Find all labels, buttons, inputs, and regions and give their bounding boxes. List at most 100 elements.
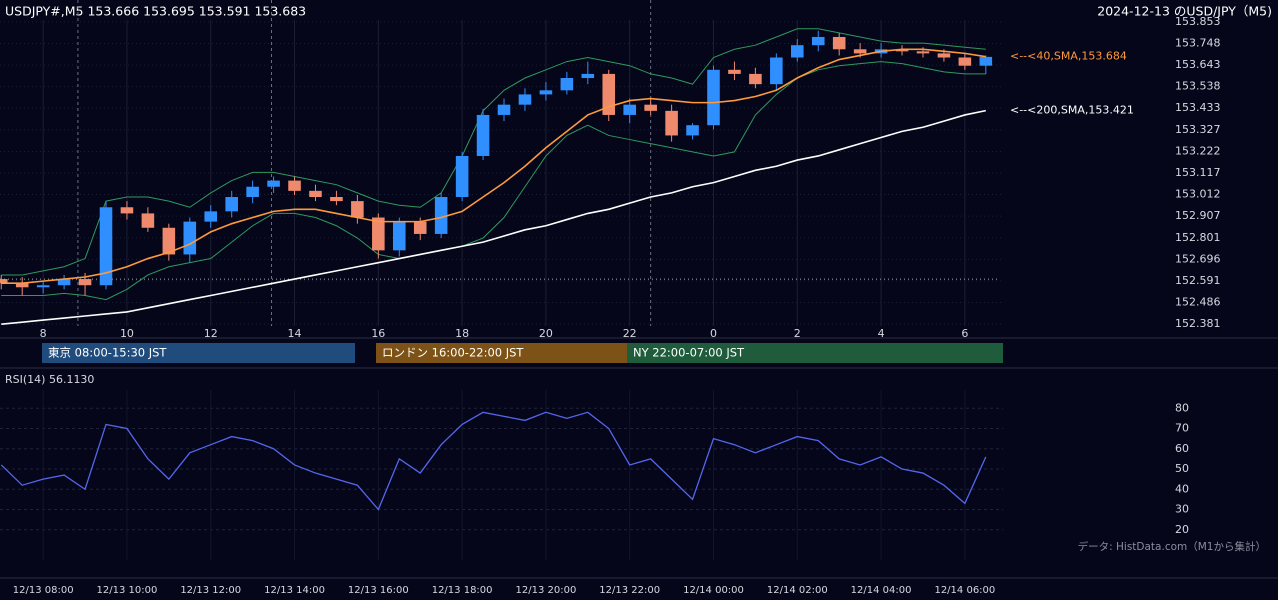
y-tick-label: 30: [1175, 503, 1189, 516]
candle-body: [916, 51, 930, 54]
bollinger-lower: [1, 61, 986, 301]
session-bar: [376, 343, 627, 363]
candle-body: [392, 221, 406, 251]
candle-body: [979, 56, 993, 66]
candle-body: [602, 73, 616, 115]
y-tick-label: 40: [1175, 482, 1189, 495]
candle-body: [811, 36, 825, 46]
x-tick-label: 14: [288, 327, 302, 340]
candle-body: [309, 190, 322, 198]
candle-body: [895, 49, 909, 52]
sma-label: <--<200,SMA,153.421: [1010, 104, 1134, 117]
y-tick-label: 60: [1175, 442, 1189, 455]
chart-title: USDJPY#,M5 153.666 153.695 153.591 153.6…: [5, 4, 306, 19]
y-tick-label: 152.801: [1175, 231, 1221, 244]
y-tick-label: 153.643: [1175, 58, 1221, 71]
x-tick-label: 12/13 14:00: [264, 585, 325, 596]
x-tick-label: 16: [371, 327, 385, 340]
candle-body: [707, 69, 720, 126]
x-tick-label: 12/13 10:00: [97, 585, 158, 596]
x-tick-label: 12/14 02:00: [767, 585, 828, 596]
x-tick-label: 4: [878, 327, 885, 340]
x-tick-label: 20: [539, 327, 553, 340]
y-tick-label: 153.433: [1175, 101, 1221, 114]
candle-body: [330, 197, 343, 202]
candle-body: [937, 53, 951, 58]
bollinger-upper: [1, 28, 986, 276]
x-tick-label: 12/13 08:00: [13, 585, 74, 596]
x-tick-label: 22: [623, 327, 637, 340]
candle-body: [958, 57, 972, 66]
y-tick-label: 153.327: [1175, 123, 1221, 136]
candle-body: [351, 201, 364, 218]
x-tick-label: 10: [120, 327, 134, 340]
candle-body: [15, 283, 29, 288]
x-tick-label: 8: [40, 327, 47, 340]
chart-subtitle: 2024-12-13 のUSD/JPY（M5): [1097, 4, 1272, 19]
x-tick-label: 12/14 00:00: [683, 585, 744, 596]
candle-body: [560, 78, 574, 91]
source-note: データ: HistData.com（M1から集計）: [1078, 540, 1266, 553]
candle-body: [162, 227, 176, 255]
x-tick-label: 12/13 20:00: [515, 585, 576, 596]
candle-body: [36, 285, 50, 288]
candle-body: [413, 221, 427, 234]
candle-body: [853, 49, 867, 54]
y-tick-label: 153.117: [1175, 166, 1221, 179]
candle-body: [623, 104, 636, 115]
candle-body: [246, 186, 259, 198]
candle-body: [791, 45, 804, 58]
candle-body: [686, 125, 699, 136]
session-label: NY 22:00-07:00 JST: [633, 346, 745, 360]
y-tick-label: 153.222: [1175, 144, 1221, 157]
candle-body: [57, 279, 71, 286]
candle-body: [665, 110, 678, 136]
candle-body: [225, 197, 238, 212]
y-tick-label: 152.591: [1175, 274, 1221, 287]
y-tick-label: 153.748: [1175, 37, 1221, 50]
candle-body: [455, 155, 469, 198]
candle-body: [434, 197, 448, 234]
candle-body: [120, 207, 134, 214]
candle-body: [476, 114, 490, 156]
candle-body: [539, 90, 553, 95]
x-tick-label: 2: [794, 327, 801, 340]
x-tick-label: 0: [710, 327, 717, 340]
candle-body: [204, 211, 218, 222]
candle-body: [518, 94, 532, 105]
y-tick-label: 153.538: [1175, 80, 1221, 93]
x-tick-label: 12/13 12:00: [180, 585, 241, 596]
rsi-title: RSI(14) 56.1130: [5, 373, 94, 386]
x-tick-label: 12/13 18:00: [432, 585, 493, 596]
candle-body: [99, 207, 113, 286]
candle-body: [183, 221, 197, 255]
session-bar: [42, 343, 355, 363]
y-tick-label: 153.853: [1175, 15, 1221, 28]
x-tick-label: 12: [204, 327, 218, 340]
x-tick-label: 12/14 06:00: [934, 585, 995, 596]
session-label: ロンドン 16:00-22:00 JST: [382, 346, 524, 360]
candle-body: [749, 73, 762, 85]
candle-body: [728, 69, 741, 74]
candle-body: [0, 279, 8, 284]
candle-body: [141, 213, 155, 228]
candle-body: [372, 217, 385, 251]
rsi-line: [0, 411, 987, 511]
candle-body: [497, 104, 511, 115]
y-tick-label: 152.381: [1175, 317, 1221, 330]
candle-body: [267, 180, 280, 187]
y-tick-label: 70: [1175, 422, 1189, 435]
sma-line: [1, 48, 986, 284]
y-tick-label: 20: [1175, 523, 1189, 536]
y-tick-label: 80: [1175, 401, 1189, 414]
sma-line: [1, 109, 986, 326]
candle-body: [78, 279, 92, 286]
y-tick-label: 152.907: [1175, 209, 1221, 222]
candle-body: [832, 36, 846, 50]
y-tick-label: 152.696: [1175, 252, 1221, 265]
candle-body: [581, 73, 595, 79]
x-tick-label: 12/13 16:00: [348, 585, 409, 596]
y-tick-label: 153.012: [1175, 188, 1221, 201]
candle-body: [288, 180, 301, 191]
